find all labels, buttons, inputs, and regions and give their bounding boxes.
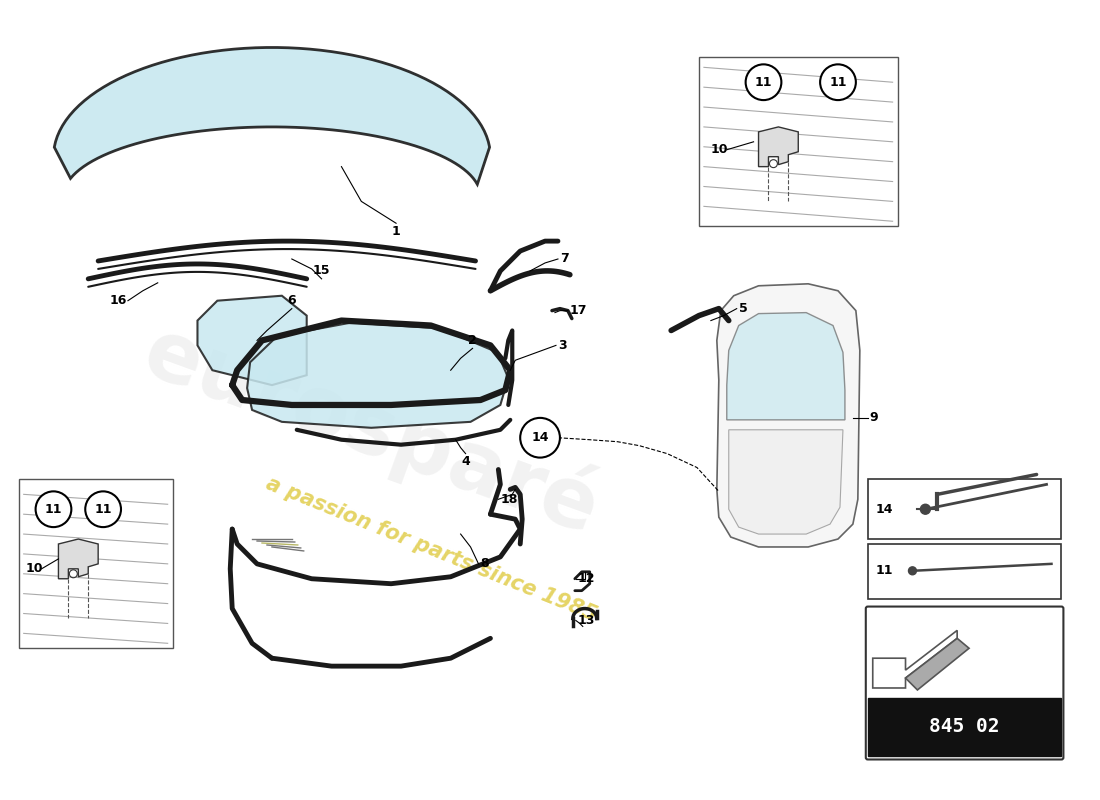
Text: eurosparé: eurosparé — [132, 308, 610, 551]
Bar — [868, 544, 1062, 598]
Text: 11: 11 — [876, 564, 893, 578]
Polygon shape — [872, 630, 957, 688]
Text: 2: 2 — [469, 334, 477, 347]
Text: 11: 11 — [45, 502, 63, 516]
Text: a passion for parts since 1985: a passion for parts since 1985 — [263, 473, 600, 625]
Polygon shape — [198, 296, 307, 385]
Text: 12: 12 — [578, 572, 595, 586]
Circle shape — [35, 491, 72, 527]
Circle shape — [921, 504, 931, 514]
Bar — [868, 479, 1062, 539]
Text: 16: 16 — [109, 294, 126, 307]
Polygon shape — [727, 313, 845, 420]
FancyBboxPatch shape — [866, 606, 1064, 759]
Text: 10: 10 — [25, 562, 43, 575]
Circle shape — [86, 491, 121, 527]
Polygon shape — [728, 430, 843, 534]
Text: 1: 1 — [392, 225, 400, 238]
Circle shape — [746, 64, 781, 100]
Text: 18: 18 — [500, 493, 518, 506]
Polygon shape — [54, 47, 490, 184]
Text: 845 02: 845 02 — [928, 718, 1000, 736]
Bar — [698, 58, 898, 226]
Text: 11: 11 — [755, 76, 772, 89]
Polygon shape — [717, 284, 860, 547]
Circle shape — [821, 64, 856, 100]
Bar — [868, 698, 1062, 755]
Text: 7: 7 — [560, 253, 569, 266]
Polygon shape — [248, 322, 508, 428]
Text: 13: 13 — [578, 614, 595, 627]
Text: 10: 10 — [711, 143, 728, 156]
Text: 11: 11 — [95, 502, 112, 516]
Text: 14: 14 — [876, 502, 893, 516]
Text: 15: 15 — [312, 265, 330, 278]
Circle shape — [520, 418, 560, 458]
Bar — [19, 479, 173, 648]
Polygon shape — [759, 127, 799, 166]
Text: 14: 14 — [531, 431, 549, 444]
Polygon shape — [58, 539, 98, 578]
Text: 4: 4 — [461, 455, 470, 468]
Text: 6: 6 — [287, 294, 296, 307]
Text: 17: 17 — [570, 304, 587, 317]
Circle shape — [909, 567, 916, 574]
Text: 5: 5 — [739, 302, 747, 315]
Polygon shape — [905, 638, 969, 690]
Text: 8: 8 — [481, 558, 490, 570]
Text: 3: 3 — [558, 339, 566, 352]
Text: 11: 11 — [829, 76, 847, 89]
Text: 9: 9 — [870, 411, 879, 424]
